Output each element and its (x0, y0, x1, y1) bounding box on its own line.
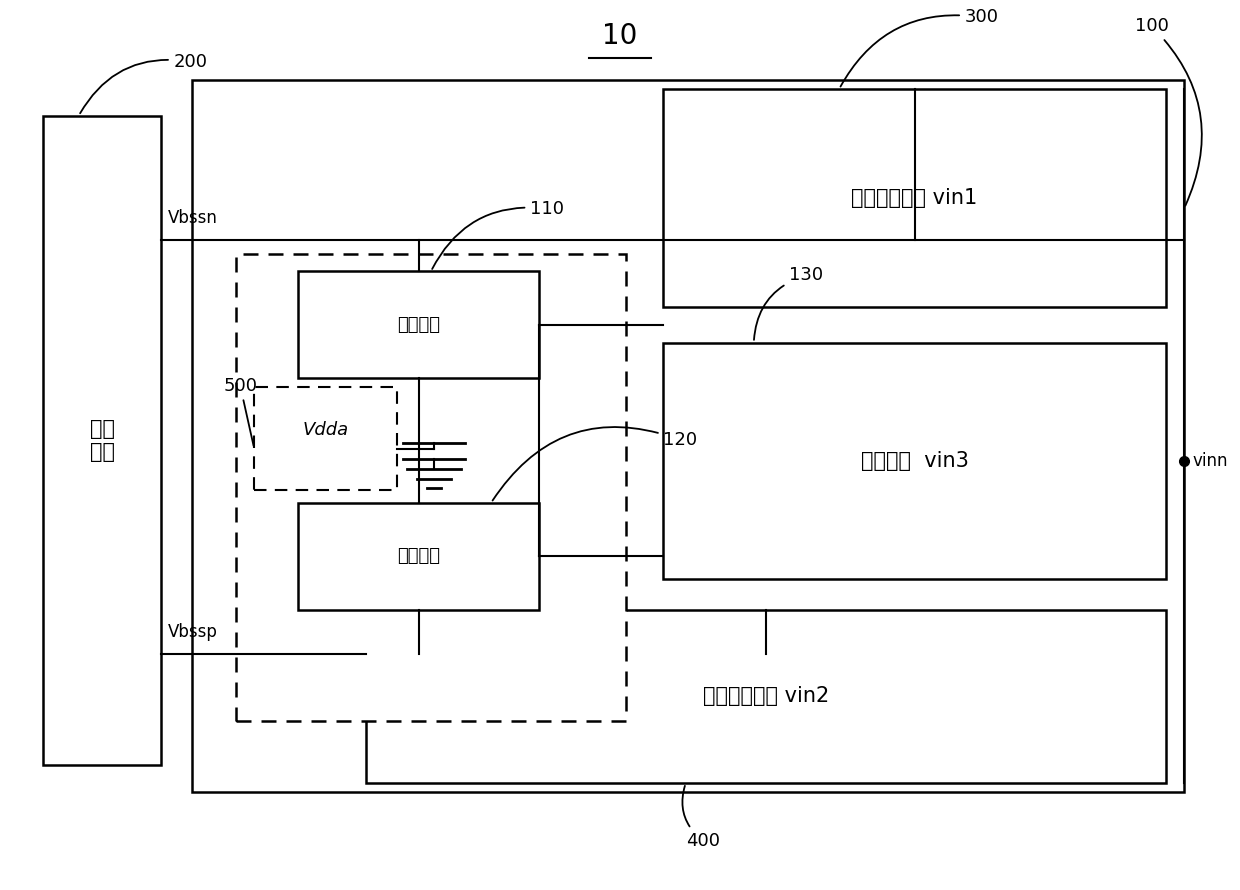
Text: Vbssp: Vbssp (167, 623, 217, 641)
Text: 偏置
电路: 偏置 电路 (89, 419, 115, 462)
Bar (254, 387, 397, 490)
Bar (43, 116, 161, 765)
Bar (298, 503, 539, 610)
Bar (192, 80, 1184, 792)
Text: Vbssn: Vbssn (167, 209, 217, 227)
Text: 第一开关: 第一开关 (397, 316, 440, 334)
Text: 第一输入单元 vin1: 第一输入单元 vin1 (852, 188, 977, 208)
Bar (298, 271, 539, 378)
Text: 控制单元  vin3: 控制单元 vin3 (861, 450, 968, 471)
Text: 第二开关: 第二开关 (397, 547, 440, 565)
Text: vinn: vinn (1193, 451, 1229, 470)
Bar (236, 254, 626, 721)
Bar (366, 610, 1166, 783)
Text: 400: 400 (682, 786, 719, 849)
Text: 10: 10 (603, 21, 637, 50)
Text: Vdda: Vdda (303, 421, 348, 439)
Text: 500: 500 (223, 376, 257, 446)
Bar (663, 343, 1166, 578)
Text: 130: 130 (754, 266, 823, 340)
Text: 120: 120 (492, 427, 698, 500)
Text: 100: 100 (1135, 17, 1202, 206)
Text: 110: 110 (433, 199, 564, 269)
Text: 第二输入单元 vin2: 第二输入单元 vin2 (703, 686, 828, 707)
Text: 300: 300 (841, 8, 998, 86)
Bar (663, 89, 1166, 307)
Text: 200: 200 (81, 53, 207, 113)
